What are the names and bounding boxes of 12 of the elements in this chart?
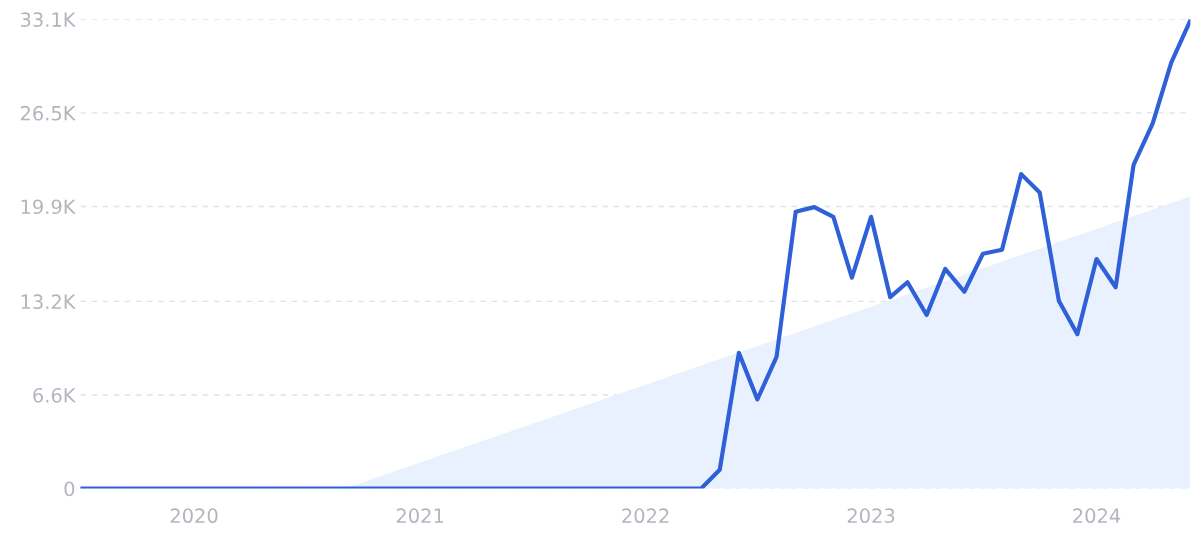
y-tick-label: 6.6K [33,387,76,403]
x-tick-label: 2021 [396,508,444,524]
y-tick-label: 19.9K [21,199,76,215]
y-tick-label: 13.2K [21,294,76,310]
x-tick-label: 2024 [1073,508,1121,524]
x-tick-label: 2020 [170,508,218,524]
y-tick-label: 0 [64,481,75,497]
line-series [80,19,1191,489]
y-tick-label: 33.1K [20,12,76,27]
y-tick-label: 26.5K [20,105,76,121]
x-tick-label: 2022 [622,508,669,524]
x-tick-label: 2023 [847,508,895,524]
